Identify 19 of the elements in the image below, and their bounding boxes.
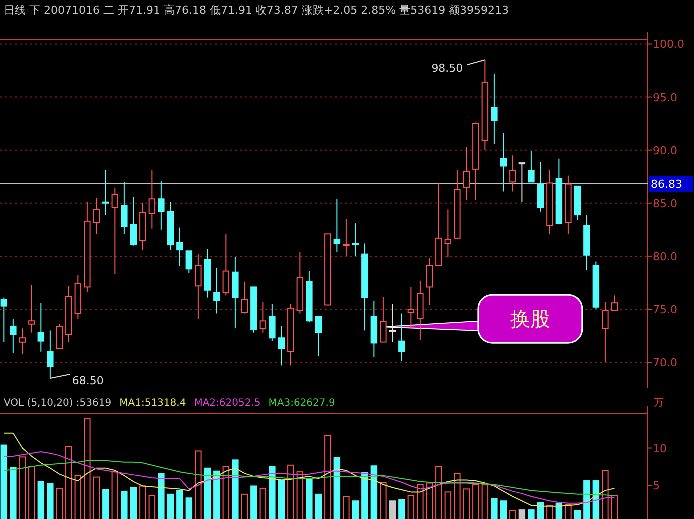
chart-title: VOL (5,10,20) :53619 bbox=[4, 398, 112, 409]
y-tick-label: 75.0 bbox=[653, 303, 678, 316]
text: MA1:51318.4 bbox=[120, 398, 186, 409]
y-axis-title: 万 bbox=[654, 398, 664, 409]
y-tick-label: 10 bbox=[653, 442, 667, 456]
y-tick-label: 80.0 bbox=[653, 250, 678, 264]
y-tick-label: 90.0 bbox=[653, 144, 678, 158]
annotation: 68.50 bbox=[72, 374, 104, 388]
text: MA2:62052.5 bbox=[194, 398, 261, 409]
y-tick-label: 100.0 bbox=[653, 38, 684, 52]
annotation: 98.50 bbox=[432, 62, 464, 76]
chart-title: 日线 下 20071016 二 开71.91 高76.18 低71.91 收73.87 涨跌+2.05 2.85% 量53619 额3959213 bbox=[4, 4, 510, 17]
annotation: 换股 bbox=[510, 307, 550, 332]
y-tick-label: 85.0 bbox=[653, 197, 678, 210]
ref-line-label: 86.83 bbox=[651, 178, 682, 191]
y-tick-label: 95.0 bbox=[653, 91, 678, 104]
text: MA3:62627.9 bbox=[268, 398, 336, 409]
y-tick-label: 5 bbox=[653, 479, 660, 492]
y-tick-label: 70.0 bbox=[653, 356, 678, 370]
